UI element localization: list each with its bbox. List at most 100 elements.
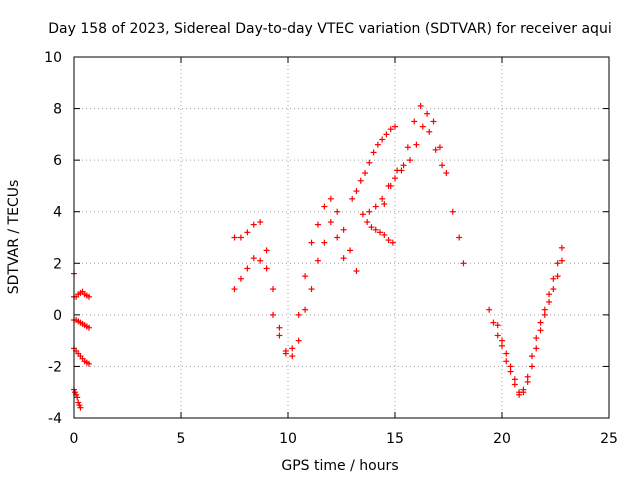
data-point — [507, 368, 514, 375]
axis-ticks: 0 5 10 15 20 25 -4 -2 0 2 4 6 8 10 — [44, 50, 618, 447]
data-point — [449, 208, 456, 215]
data-point — [503, 358, 510, 365]
data-points — [71, 102, 565, 411]
data-point — [379, 195, 386, 202]
data-point — [550, 286, 557, 293]
x-tick-label: 20 — [493, 431, 511, 447]
data-point — [389, 239, 396, 246]
data-point — [499, 342, 505, 349]
data-point — [257, 219, 264, 226]
data-point — [537, 327, 544, 334]
data-point — [85, 360, 92, 367]
data-point — [250, 255, 257, 262]
data-point — [436, 144, 443, 151]
data-point — [520, 389, 527, 396]
data-point — [419, 123, 426, 130]
data-point — [511, 381, 518, 388]
data-point — [490, 319, 497, 326]
series-arc-8 — [349, 123, 398, 202]
series-arc-7 — [231, 219, 347, 360]
data-point — [74, 394, 81, 401]
series-arc-12 — [486, 244, 565, 396]
data-point — [424, 110, 431, 117]
data-point — [282, 347, 289, 354]
data-point — [432, 146, 439, 153]
data-point — [257, 257, 264, 264]
data-point — [334, 234, 341, 241]
data-point — [347, 247, 354, 254]
data-point — [314, 221, 321, 228]
data-point — [289, 353, 296, 360]
data-point — [353, 188, 360, 195]
data-point — [276, 324, 283, 331]
x-tick-label: 10 — [279, 431, 297, 447]
data-point — [404, 144, 411, 151]
data-point — [392, 123, 398, 130]
data-point — [231, 286, 238, 293]
data-point — [327, 219, 334, 226]
data-point — [314, 257, 321, 264]
data-point — [237, 275, 244, 282]
y-tick-label: 0 — [53, 308, 62, 324]
series-arc-3 — [71, 345, 92, 367]
data-point — [381, 200, 388, 207]
x-axis-label: GPS time / hours — [281, 458, 398, 474]
chart-title: Day 158 of 2023, Sidereal Day-to-day VTE… — [48, 21, 611, 37]
data-point — [295, 337, 302, 344]
data-point — [372, 226, 379, 233]
data-point — [270, 311, 277, 318]
data-point — [362, 170, 369, 177]
series-arc-11 — [381, 123, 446, 207]
data-point — [503, 350, 510, 357]
series-arc-6 — [231, 195, 360, 357]
data-point — [374, 141, 381, 148]
data-point — [486, 306, 493, 313]
data-point — [456, 234, 463, 241]
x-tick-label: 5 — [177, 431, 186, 447]
data-point — [550, 275, 557, 282]
data-point — [244, 265, 251, 272]
data-point — [387, 182, 394, 189]
data-point — [321, 203, 328, 210]
data-point — [417, 102, 424, 109]
y-tick-label: 2 — [53, 256, 62, 272]
data-point — [340, 226, 347, 233]
data-point — [250, 221, 257, 228]
data-point — [494, 332, 501, 339]
data-point — [334, 208, 341, 215]
data-point — [368, 224, 375, 231]
data-point — [359, 211, 366, 218]
data-point — [372, 203, 379, 210]
data-point — [383, 131, 390, 138]
data-point — [308, 239, 315, 246]
plot-frame — [73, 56, 610, 419]
series-arc-10 — [366, 102, 467, 267]
data-point — [340, 255, 347, 262]
data-point — [270, 286, 277, 293]
data-point — [499, 337, 505, 344]
data-point — [541, 306, 548, 313]
data-point — [426, 128, 433, 135]
data-point — [494, 322, 501, 329]
data-point — [385, 237, 392, 244]
data-point — [443, 170, 450, 177]
x-tick-label: 0 — [70, 431, 79, 447]
data-point — [370, 149, 377, 156]
data-point — [537, 319, 544, 326]
y-tick-label: 4 — [53, 205, 62, 221]
data-point — [357, 177, 364, 184]
data-point — [413, 141, 420, 148]
data-point — [321, 239, 328, 246]
y-tick-label: -2 — [48, 359, 62, 375]
series-arc-13 — [494, 257, 565, 398]
data-point — [244, 229, 251, 236]
data-point — [85, 293, 92, 300]
data-point — [546, 291, 553, 298]
data-point — [379, 136, 386, 143]
y-tick-label: 10 — [44, 50, 62, 66]
data-point — [377, 229, 384, 236]
data-point — [364, 219, 371, 226]
data-point — [231, 234, 238, 241]
data-point — [366, 208, 373, 215]
data-point — [353, 268, 360, 275]
